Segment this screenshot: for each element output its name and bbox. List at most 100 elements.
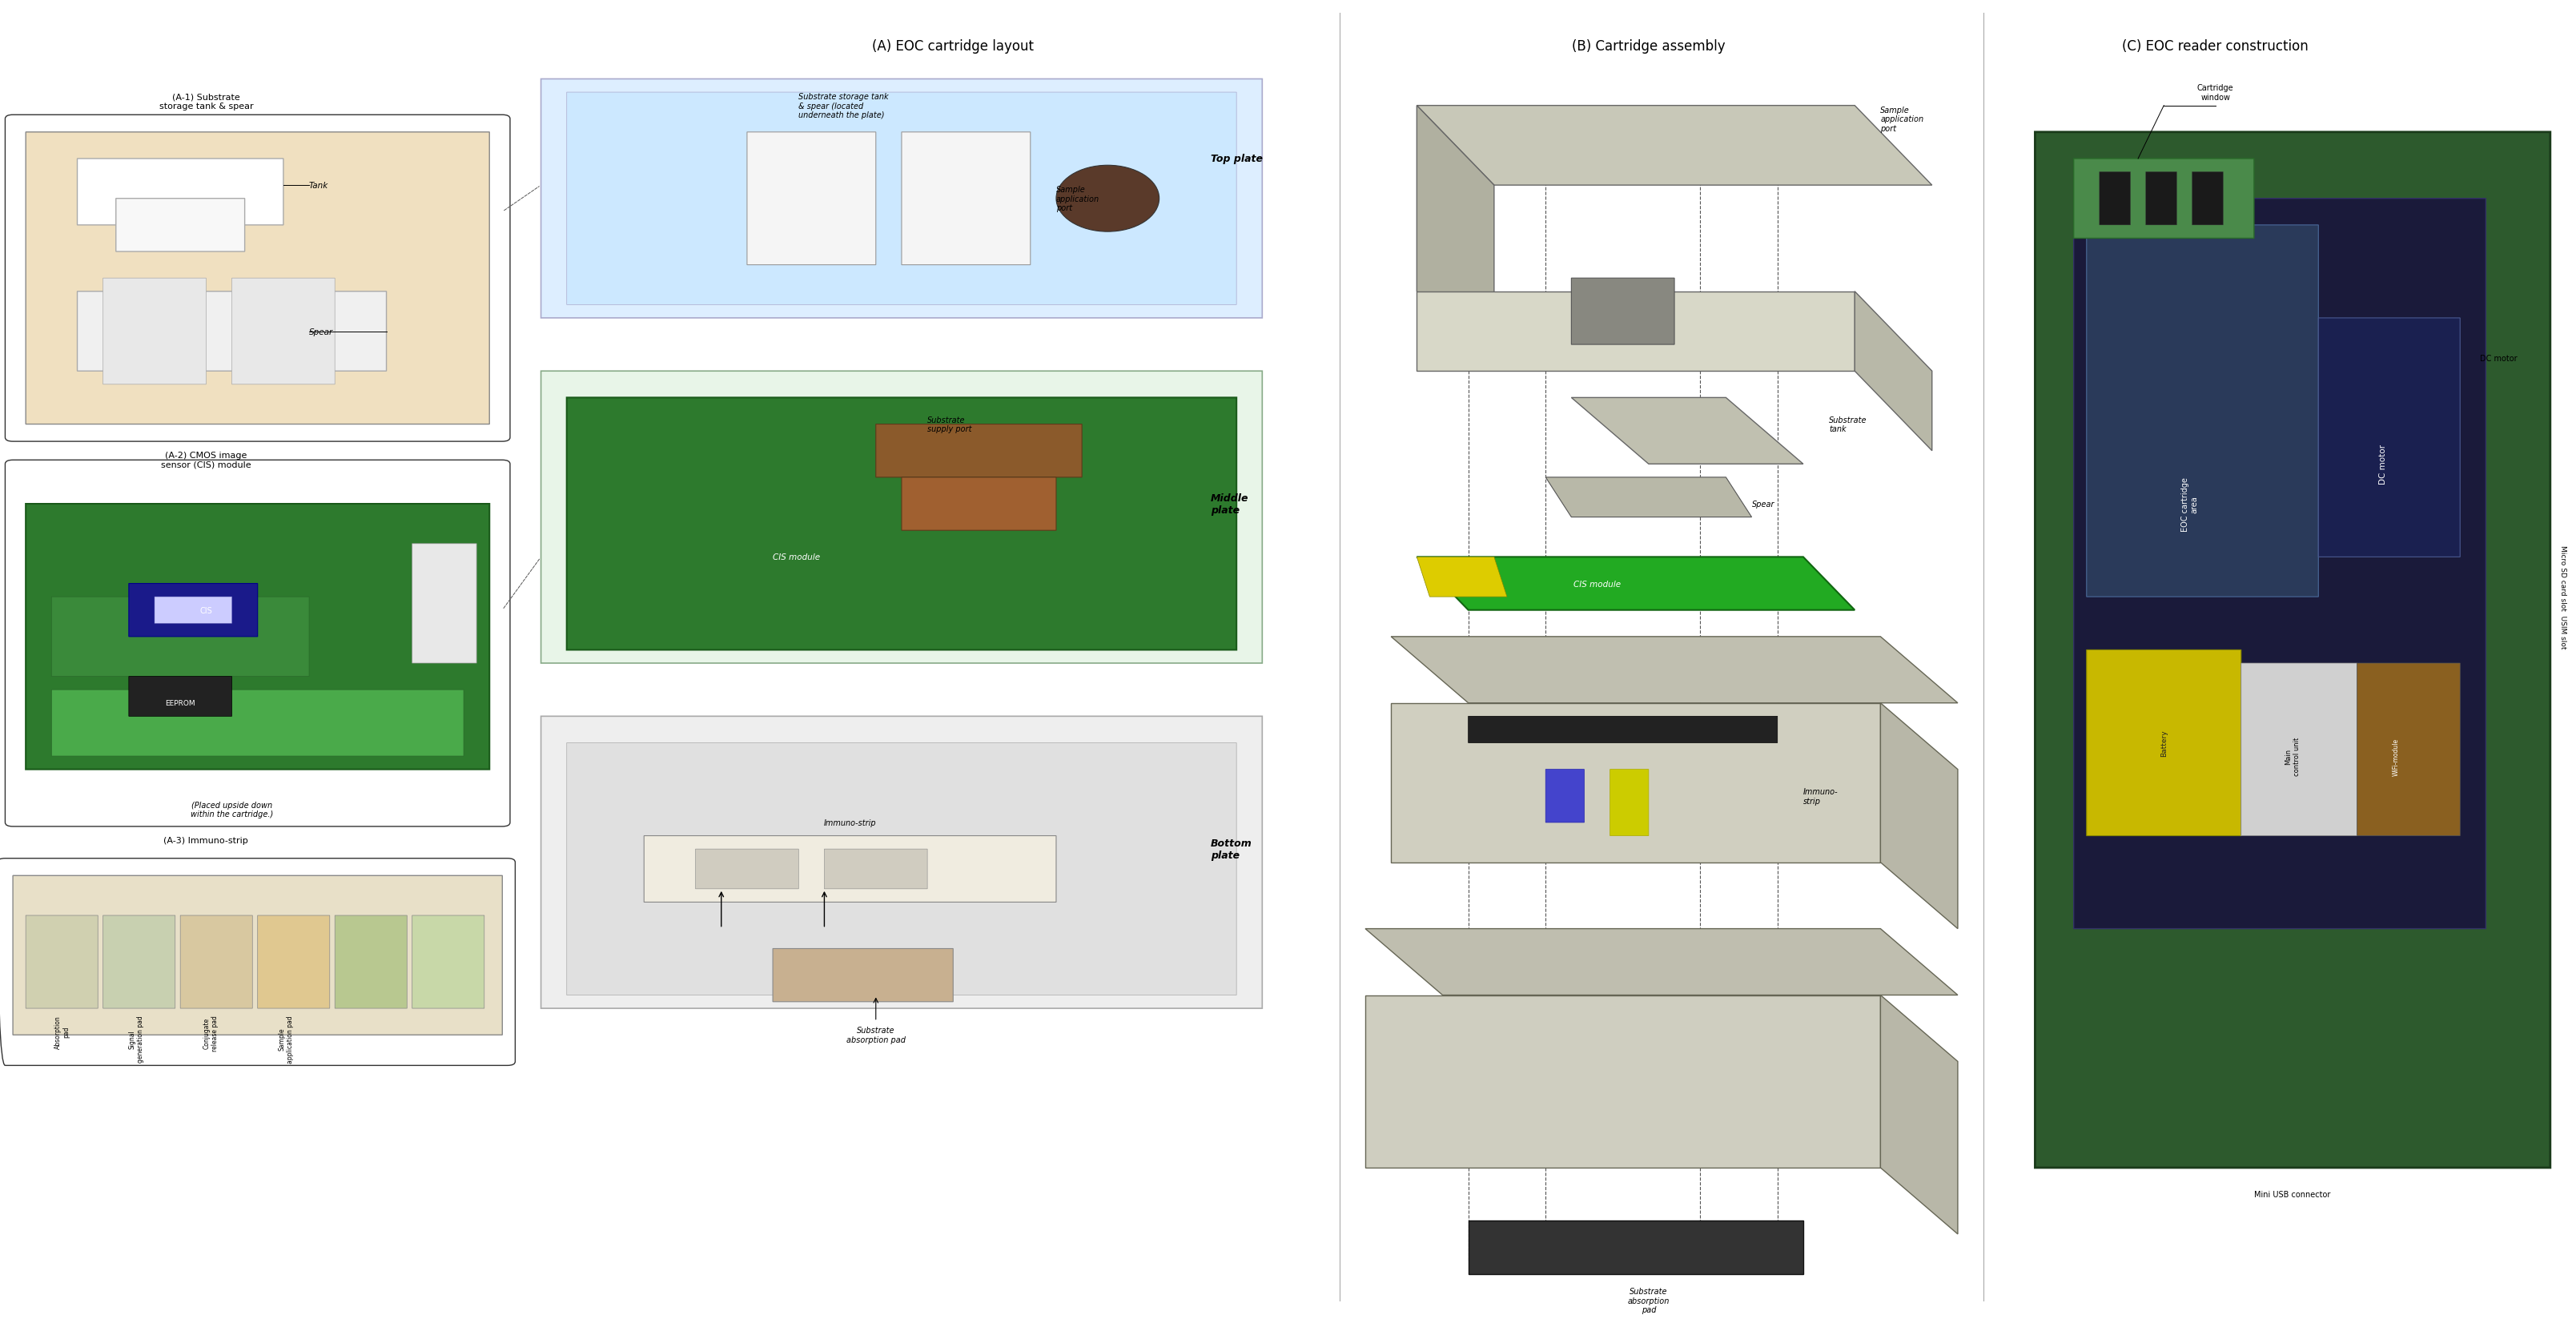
Text: EOC cartridge
area: EOC cartridge area	[2182, 478, 2197, 531]
FancyBboxPatch shape	[2146, 173, 2177, 226]
Text: Tank: Tank	[309, 182, 330, 190]
FancyBboxPatch shape	[2087, 650, 2241, 836]
FancyBboxPatch shape	[2241, 664, 2357, 836]
FancyBboxPatch shape	[747, 133, 876, 265]
FancyBboxPatch shape	[696, 849, 799, 889]
Text: (A-2) CMOS image
sensor (CIS) module: (A-2) CMOS image sensor (CIS) module	[160, 451, 252, 468]
Polygon shape	[1417, 557, 1855, 610]
FancyBboxPatch shape	[412, 916, 484, 1009]
Text: Bottom
plate: Bottom plate	[1211, 839, 1252, 860]
Ellipse shape	[1056, 166, 1159, 232]
Text: (Placed upside down
within the cartridge.): (Placed upside down within the cartridge…	[191, 800, 273, 819]
Text: EEPROM: EEPROM	[165, 699, 196, 707]
Text: (B) Cartridge assembly: (B) Cartridge assembly	[1571, 40, 1726, 53]
FancyBboxPatch shape	[2074, 199, 2486, 929]
FancyBboxPatch shape	[567, 398, 1236, 650]
FancyBboxPatch shape	[902, 478, 1056, 531]
FancyBboxPatch shape	[902, 133, 1030, 265]
FancyBboxPatch shape	[2318, 318, 2460, 557]
Text: Sample
application pad: Sample application pad	[278, 1015, 294, 1063]
FancyBboxPatch shape	[1571, 279, 1674, 345]
FancyBboxPatch shape	[541, 80, 1262, 318]
Text: CIS module: CIS module	[773, 553, 819, 561]
FancyBboxPatch shape	[26, 504, 489, 770]
Text: (A-3) Immuno-strip: (A-3) Immuno-strip	[165, 836, 247, 844]
Polygon shape	[1855, 292, 1932, 451]
FancyBboxPatch shape	[103, 916, 175, 1009]
Text: Conjugate
release pad: Conjugate release pad	[204, 1015, 219, 1051]
Text: Immuno-strip: Immuno-strip	[824, 819, 876, 827]
FancyBboxPatch shape	[52, 690, 464, 756]
Polygon shape	[1880, 995, 1958, 1234]
Polygon shape	[1468, 1221, 1803, 1274]
Polygon shape	[1391, 637, 1958, 703]
Polygon shape	[1880, 703, 1958, 929]
FancyBboxPatch shape	[824, 849, 927, 889]
Text: DC motor: DC motor	[2378, 445, 2388, 484]
Polygon shape	[1571, 398, 1803, 464]
FancyBboxPatch shape	[52, 597, 309, 677]
FancyBboxPatch shape	[2357, 664, 2460, 836]
FancyBboxPatch shape	[103, 279, 206, 385]
Text: Substrate
absorption
pad: Substrate absorption pad	[1628, 1287, 1669, 1314]
FancyBboxPatch shape	[77, 159, 283, 226]
FancyBboxPatch shape	[876, 425, 1082, 478]
FancyBboxPatch shape	[258, 916, 330, 1009]
FancyBboxPatch shape	[77, 292, 386, 372]
FancyBboxPatch shape	[180, 916, 252, 1009]
FancyBboxPatch shape	[155, 597, 232, 624]
Polygon shape	[1365, 995, 1880, 1168]
FancyBboxPatch shape	[129, 677, 232, 717]
FancyBboxPatch shape	[412, 544, 477, 664]
Text: WiFi-module: WiFi-module	[2393, 738, 2398, 775]
FancyBboxPatch shape	[2099, 173, 2130, 226]
FancyBboxPatch shape	[2192, 173, 2223, 226]
Text: Main
control unit: Main control unit	[2285, 736, 2300, 776]
FancyBboxPatch shape	[232, 279, 335, 385]
Text: Substrate storage tank
& spear (located
underneath the plate): Substrate storage tank & spear (located …	[799, 93, 889, 119]
Text: Mini USB connector: Mini USB connector	[2254, 1190, 2331, 1198]
FancyBboxPatch shape	[567, 93, 1236, 305]
Polygon shape	[1365, 929, 1958, 995]
FancyBboxPatch shape	[2074, 159, 2254, 239]
FancyBboxPatch shape	[116, 199, 245, 252]
Text: Substrate
supply port: Substrate supply port	[927, 415, 971, 434]
Text: Substrate
tank: Substrate tank	[1829, 415, 1868, 434]
Text: (C) EOC reader construction: (C) EOC reader construction	[2123, 40, 2308, 53]
Text: Top plate: Top plate	[1211, 154, 1262, 165]
FancyBboxPatch shape	[541, 717, 1262, 1009]
FancyBboxPatch shape	[644, 836, 1056, 902]
FancyBboxPatch shape	[13, 876, 502, 1035]
Text: Cartridge
window: Cartridge window	[2197, 84, 2233, 102]
FancyBboxPatch shape	[2035, 133, 2550, 1168]
FancyBboxPatch shape	[1468, 717, 1777, 743]
FancyBboxPatch shape	[335, 916, 407, 1009]
FancyBboxPatch shape	[1610, 770, 1649, 836]
Polygon shape	[1391, 703, 1880, 863]
Text: Absorption
pad: Absorption pad	[54, 1015, 70, 1048]
Polygon shape	[1546, 478, 1752, 518]
Text: (A) EOC cartridge layout: (A) EOC cartridge layout	[873, 40, 1033, 53]
Text: CIS: CIS	[201, 606, 211, 614]
Text: CIS module: CIS module	[1574, 580, 1620, 588]
FancyBboxPatch shape	[567, 743, 1236, 995]
FancyBboxPatch shape	[773, 949, 953, 1002]
FancyBboxPatch shape	[1546, 770, 1584, 823]
Text: Spear: Spear	[1752, 500, 1775, 508]
FancyBboxPatch shape	[129, 584, 258, 637]
Text: Substrate
absorption pad: Substrate absorption pad	[845, 1026, 907, 1044]
Text: Sample
application
port: Sample application port	[1880, 106, 1924, 133]
Text: Spear: Spear	[309, 328, 332, 336]
Text: Signal
generation pad: Signal generation pad	[129, 1015, 144, 1062]
FancyBboxPatch shape	[26, 133, 489, 425]
Polygon shape	[1417, 106, 1932, 186]
Polygon shape	[1417, 106, 1494, 372]
Text: (A-1) Substrate
storage tank & spear: (A-1) Substrate storage tank & spear	[160, 93, 252, 110]
Text: Sample
application
port: Sample application port	[1056, 186, 1100, 212]
Polygon shape	[1417, 292, 1855, 372]
Text: Immuno-
strip: Immuno- strip	[1803, 787, 1839, 805]
Text: Middle
plate: Middle plate	[1211, 494, 1249, 515]
Text: Battery: Battery	[2161, 730, 2166, 756]
FancyBboxPatch shape	[26, 916, 98, 1009]
Polygon shape	[1417, 557, 1507, 597]
